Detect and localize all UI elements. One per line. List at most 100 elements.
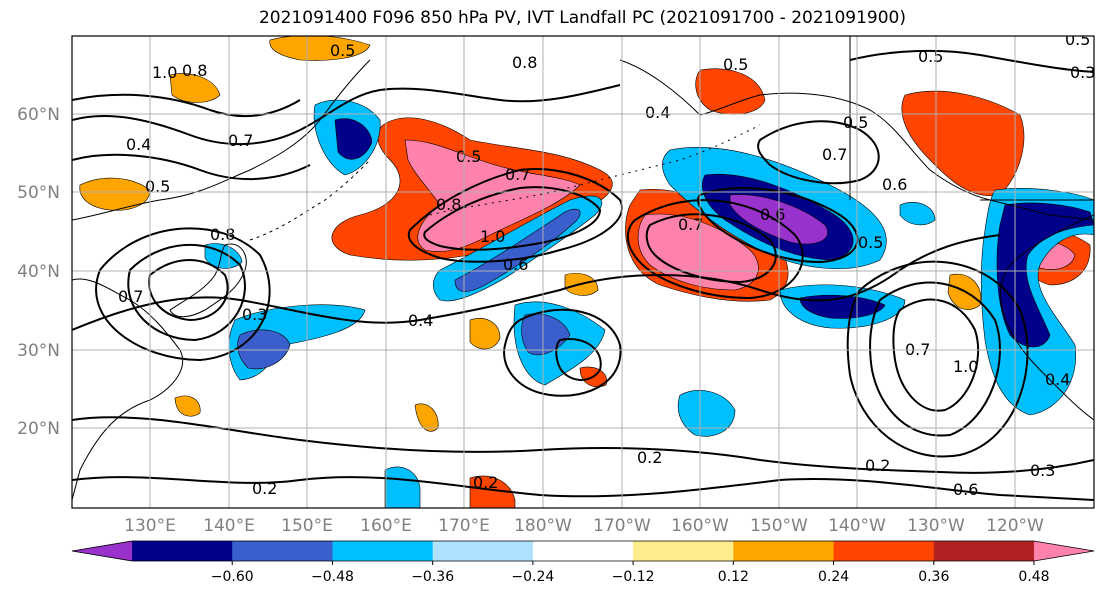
map-content: 0.8 1.0 0.8 0.7 0.5 0.4 0.5 0.8 0.7 0.5 … [72,36,1095,508]
contour-line [72,84,621,145]
lat-label: 60°N [17,105,60,125]
lon-label: 170°E [438,516,490,536]
pv-contours [72,49,1094,501]
contour-line [148,259,229,322]
negative-anomaly-region [384,466,421,508]
north-america-coastline [1000,214,1094,421]
negative-anomaly-region [677,390,736,437]
contour-line [72,234,1001,331]
lon-label: 130°W [907,516,965,536]
lon-label: 130°E [124,516,176,536]
contour-label: 0.4 [1045,370,1070,389]
contour-label: 0.5 [858,233,883,252]
lon-label: 160°W [671,516,729,536]
colorbar-tick-label: 0.24 [818,569,849,585]
colorbar-extend-min [72,541,132,561]
contour-line [72,153,311,180]
aleutian-islands [429,124,761,216]
colorbar-segment [733,541,835,561]
colorbar-segment [532,541,634,561]
positive-anomaly-region [469,318,501,350]
colorbar-segment [232,541,333,561]
lon-label: 160°E [360,516,412,536]
contour-label: 0.8 [436,195,461,214]
negative-anomaly-region [899,201,936,226]
contour-labels: 0.8 1.0 0.8 0.7 0.5 0.4 0.5 0.8 0.7 0.5 … [118,36,1095,499]
colorbar-segment [833,541,935,561]
contour-line [645,213,777,284]
contour-label: 0.4 [645,103,670,122]
colorbar: −0.60 −0.48 −0.36 −0.24 −0.12 0.12 0.24 0.36 0.4… [71,540,1095,585]
positive-anomaly-region [695,68,766,115]
contour-label: 0.2 [865,456,890,475]
contour-label: 0.3 [1070,63,1095,82]
positive-anomaly-region [174,395,201,417]
lon-label: 140°W [828,516,886,536]
contour-line [757,120,880,185]
contour-line [72,93,301,117]
colorbar-segment [933,541,1035,561]
contour-label: 0.6 [503,255,528,274]
colorbar-extend-max [1034,541,1094,561]
colorbar-tick-label: −0.60 [211,569,254,585]
contour-label: 0.8 [210,225,235,244]
contour-label: 0.7 [118,287,143,306]
colorbar-tick-label: 0.12 [718,569,749,585]
contour-line [127,244,246,342]
contour-label: 0.5 [456,147,481,166]
lon-label: 150°W [750,516,808,536]
contour-line [503,308,622,397]
positive-anomaly-region [469,475,516,508]
contour-label: 0.3 [1030,461,1055,480]
colorbar-segment [633,541,734,561]
lat-label: 40°N [17,262,60,282]
contour-line [626,199,804,300]
latitude-labels: 60°N 50°N 40°N 30°N 20°N [17,105,60,439]
colorbar-segment [132,541,233,561]
positive-anomaly-region [79,177,151,211]
contour-label: 0.6 [953,480,978,499]
contour-label: 0.5 [145,177,170,196]
gridlines [72,36,1094,508]
lat-label: 20°N [17,419,60,439]
contour-label: 1.0 [480,227,505,246]
contour-label: 0.4 [408,311,433,330]
contour-label: 0.5 [330,41,355,60]
contour-label: 1.0 [953,357,978,376]
contour-label: 0.5 [918,47,943,66]
positive-anomaly-region [169,73,221,103]
colorbar-tick-label: 0.48 [1018,569,1049,585]
lat-label: 30°N [17,341,60,361]
contour-label: 0.7 [228,131,253,150]
map-title: 2021091400 F096 850 hPa PV, IVT Landfall… [258,8,906,28]
colorbar-segment [432,541,534,561]
colorbar-tick-label: −0.12 [612,569,655,585]
colorbar-tick-label: −0.48 [311,569,354,585]
strong-negative-anomaly-region [237,329,291,370]
contour-label: 0.2 [252,479,277,498]
contour-line [95,227,271,362]
contour-label: 0.4 [126,135,151,154]
longitude-labels: 130°E 140°E 150°E 160°E 170°E 180°W 170°… [124,516,1044,536]
contour-label: 0.3 [242,305,267,324]
lat-label: 50°N [17,183,60,203]
alaska-outline [849,36,1094,201]
colorbar-tick-label: −0.36 [411,569,454,585]
contour-line [72,476,1094,501]
contour-label: 0.7 [678,215,703,234]
colorbar-outline [71,540,1095,562]
contour-label: 0.8 [512,53,537,72]
positive-anomaly-region [269,36,371,61]
contour-label: 1.0 [152,63,177,82]
contour-line [407,168,623,263]
colorbar-segment [332,541,434,561]
map-frame [71,35,1095,509]
contour-line [555,338,602,381]
colorbar-tick-label: −0.24 [511,569,554,585]
strong-negative-anomaly-region [334,118,373,160]
contour-label: 0.2 [637,448,662,467]
contour-line [846,260,1029,458]
lon-label: 180°W [514,516,572,536]
contour-label: 0.2 [473,473,498,492]
